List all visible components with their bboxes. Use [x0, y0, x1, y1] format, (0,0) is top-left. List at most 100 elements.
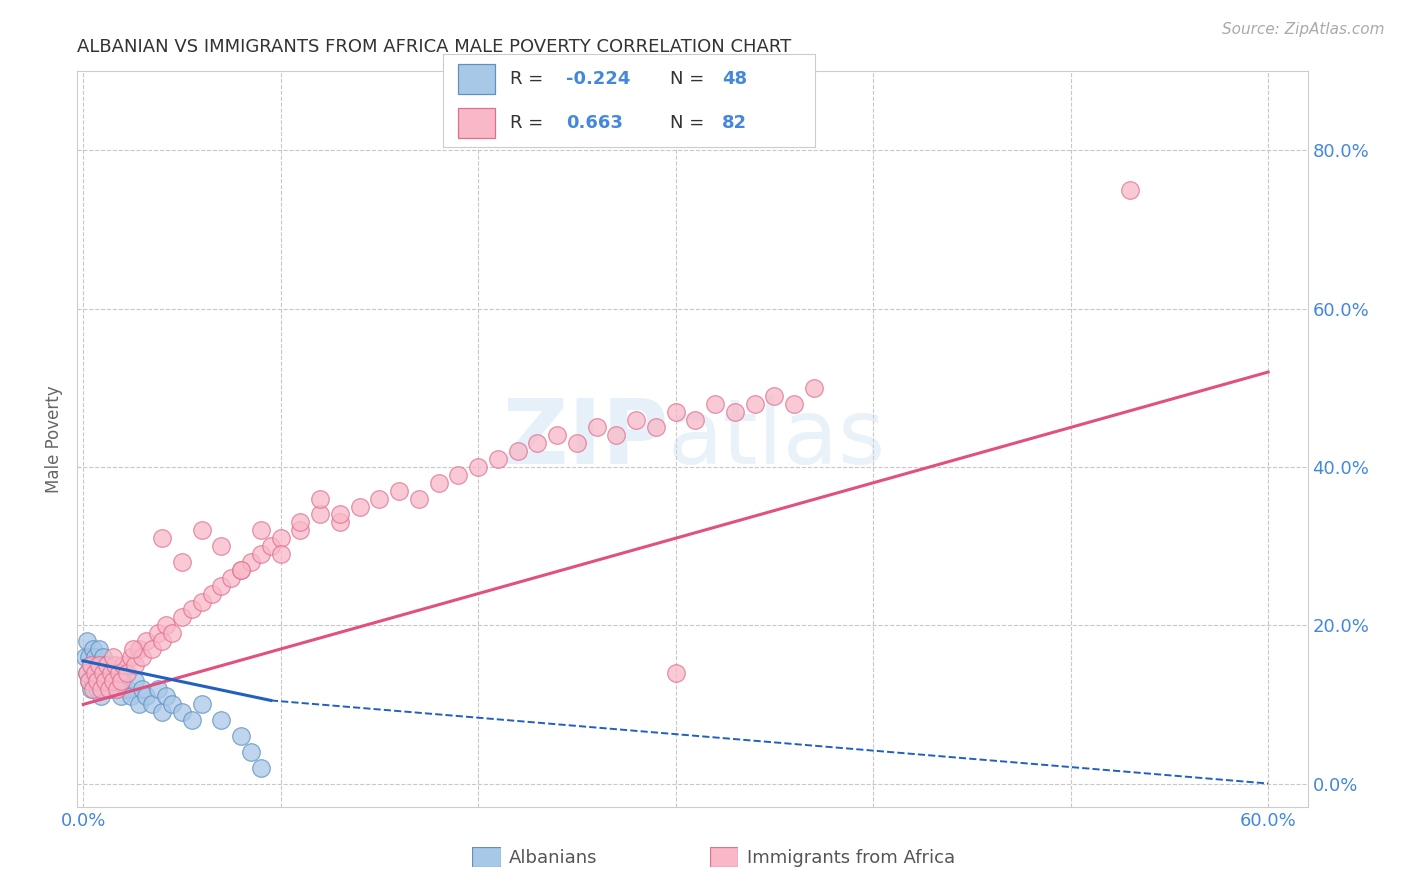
Point	[724, 404, 747, 418]
Point	[128, 642, 150, 657]
Point	[87, 665, 110, 680]
Point	[86, 673, 108, 688]
Point	[86, 681, 108, 696]
Point	[131, 649, 153, 664]
Point	[155, 690, 177, 704]
Point	[87, 657, 110, 672]
Point	[803, 381, 825, 395]
Text: N =: N =	[671, 114, 710, 132]
Text: 48: 48	[723, 70, 748, 87]
Point	[160, 626, 183, 640]
Point	[526, 436, 548, 450]
Point	[131, 681, 153, 696]
Text: 0.663: 0.663	[565, 114, 623, 132]
Point	[82, 681, 104, 696]
Point	[349, 500, 371, 514]
Point	[427, 475, 450, 490]
Point	[329, 508, 352, 522]
Point	[240, 555, 263, 569]
Point	[309, 508, 332, 522]
Point	[467, 460, 489, 475]
Point	[250, 547, 273, 561]
Point	[121, 642, 143, 657]
Point	[665, 665, 688, 680]
Point	[110, 690, 132, 704]
Point	[150, 634, 173, 648]
Point	[486, 452, 509, 467]
Point	[120, 649, 142, 664]
Point	[80, 657, 103, 672]
Text: N =: N =	[671, 70, 710, 87]
Point	[141, 642, 163, 657]
Point	[240, 745, 263, 759]
Point	[101, 673, 124, 688]
Point	[231, 729, 253, 743]
Point	[135, 634, 157, 648]
Y-axis label: Male Poverty: Male Poverty	[45, 385, 63, 493]
Point	[135, 690, 157, 704]
Point	[82, 665, 104, 680]
Point	[250, 761, 273, 775]
Point	[763, 389, 786, 403]
Point	[260, 539, 283, 553]
Point	[124, 673, 146, 688]
Point	[211, 713, 233, 727]
Point	[270, 547, 292, 561]
Point	[87, 642, 110, 657]
Point	[97, 673, 120, 688]
Point	[180, 713, 202, 727]
Text: Albanians: Albanians	[509, 849, 598, 867]
FancyBboxPatch shape	[710, 847, 738, 867]
Point	[180, 602, 202, 616]
Point	[221, 571, 243, 585]
Point	[111, 657, 134, 672]
Text: 82: 82	[723, 114, 748, 132]
Text: ZIP: ZIP	[503, 395, 668, 483]
Point	[685, 412, 707, 426]
Point	[105, 681, 128, 696]
Point	[290, 516, 312, 530]
Point	[120, 690, 142, 704]
Point	[94, 681, 117, 696]
Point	[388, 483, 411, 498]
Point	[91, 649, 114, 664]
Text: atlas: atlas	[668, 395, 886, 483]
Point	[150, 531, 173, 545]
Point	[94, 657, 117, 672]
Point	[665, 404, 688, 418]
Point	[170, 610, 193, 624]
Text: R =: R =	[510, 70, 548, 87]
Point	[704, 397, 727, 411]
Point	[76, 665, 98, 680]
Point	[107, 665, 129, 680]
Point	[96, 657, 118, 672]
Text: R =: R =	[510, 114, 555, 132]
Point	[231, 563, 253, 577]
Point	[546, 428, 568, 442]
Point	[80, 681, 103, 696]
Point	[76, 665, 98, 680]
Point	[744, 397, 766, 411]
Point	[97, 681, 120, 696]
Point	[170, 706, 193, 720]
Text: ALBANIAN VS IMMIGRANTS FROM AFRICA MALE POVERTY CORRELATION CHART: ALBANIAN VS IMMIGRANTS FROM AFRICA MALE …	[77, 38, 792, 56]
Point	[783, 397, 806, 411]
Point	[90, 690, 112, 704]
Point	[148, 681, 170, 696]
Point	[101, 649, 124, 664]
Point	[1119, 183, 1142, 197]
Point	[84, 649, 107, 664]
Point	[170, 555, 193, 569]
Point	[211, 579, 233, 593]
Point	[75, 649, 97, 664]
Point	[84, 665, 107, 680]
Point	[77, 673, 100, 688]
FancyBboxPatch shape	[458, 64, 495, 94]
Text: Immigrants from Africa: Immigrants from Africa	[747, 849, 955, 867]
Point	[100, 681, 122, 696]
Point	[585, 420, 607, 434]
Point	[270, 531, 292, 545]
Point	[408, 491, 430, 506]
Point	[605, 428, 627, 442]
Point	[250, 524, 273, 538]
